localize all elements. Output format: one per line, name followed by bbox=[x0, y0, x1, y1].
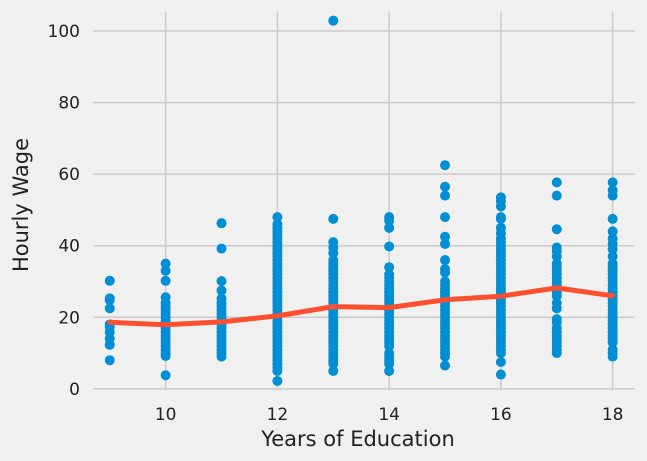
point-18-8 bbox=[607, 251, 618, 262]
point-10-20 bbox=[160, 370, 171, 381]
point-17-27 bbox=[551, 348, 562, 359]
point-17-5 bbox=[551, 251, 562, 262]
y-tick-20: 20 bbox=[58, 308, 80, 328]
point-9-9 bbox=[104, 355, 115, 366]
x-tick-labels: 10 12 14 16 18 bbox=[155, 405, 624, 425]
point-14-30 bbox=[384, 365, 395, 376]
point-15-1 bbox=[440, 181, 451, 192]
point-9-3 bbox=[104, 303, 115, 314]
point-15-0 bbox=[440, 160, 451, 171]
point-12-42 bbox=[272, 365, 283, 376]
point-15-6 bbox=[440, 255, 451, 266]
point-11-1 bbox=[216, 243, 227, 254]
point-15-31 bbox=[440, 360, 451, 371]
x-tick-18: 18 bbox=[602, 405, 624, 425]
grid bbox=[93, 12, 635, 390]
point-10-1 bbox=[160, 265, 171, 276]
y-tick-0: 0 bbox=[69, 380, 80, 400]
point-9-8 bbox=[104, 339, 115, 350]
point-15-4 bbox=[440, 231, 451, 242]
point-17-0 bbox=[551, 177, 562, 188]
y-tick-40: 40 bbox=[58, 237, 80, 257]
point-17-1 bbox=[551, 190, 562, 201]
point-17-15 bbox=[551, 290, 562, 301]
point-13-4 bbox=[328, 247, 339, 258]
x-tick-16: 16 bbox=[490, 405, 512, 425]
mean-wage-line bbox=[107, 285, 616, 328]
point-18-31 bbox=[607, 337, 618, 348]
point-14-2 bbox=[384, 222, 395, 233]
point-11-0 bbox=[216, 218, 227, 229]
point-10-0 bbox=[160, 258, 171, 269]
point-14-29 bbox=[384, 358, 395, 369]
point-15-2 bbox=[440, 190, 451, 201]
point-9-2 bbox=[104, 295, 115, 306]
point-15-3 bbox=[440, 212, 451, 223]
point-16-4 bbox=[495, 213, 506, 224]
point-16-2 bbox=[495, 201, 506, 212]
point-18-0 bbox=[607, 177, 618, 188]
point-18-34 bbox=[607, 351, 618, 362]
point-10-2 bbox=[160, 275, 171, 286]
x-tick-14: 14 bbox=[378, 405, 400, 425]
point-14-1 bbox=[384, 215, 395, 226]
point-16-41 bbox=[495, 369, 506, 380]
mean-line-group bbox=[107, 285, 616, 328]
point-14-25 bbox=[384, 340, 395, 351]
point-11-3 bbox=[216, 285, 227, 296]
point-18-7 bbox=[607, 244, 618, 255]
point-13-35 bbox=[328, 365, 339, 376]
point-16-40 bbox=[495, 357, 506, 368]
point-15-8 bbox=[440, 267, 451, 278]
point-13-0 bbox=[328, 15, 339, 26]
y-tick-100: 100 bbox=[48, 22, 80, 42]
point-17-2 bbox=[551, 224, 562, 235]
point-11-2 bbox=[216, 276, 227, 287]
point-14-4 bbox=[384, 262, 395, 273]
point-12-43 bbox=[272, 375, 283, 386]
point-18-2 bbox=[607, 190, 618, 201]
point-15-5 bbox=[440, 238, 451, 249]
point-9-0 bbox=[104, 275, 115, 286]
scatter-points bbox=[104, 15, 618, 386]
point-13-1 bbox=[328, 213, 339, 224]
y-axis-label: Hourly Wage bbox=[9, 138, 33, 272]
point-17-17 bbox=[551, 303, 562, 314]
x-tick-10: 10 bbox=[155, 405, 177, 425]
y-tick-80: 80 bbox=[58, 94, 80, 114]
point-15-30 bbox=[440, 351, 451, 362]
y-tick-60: 60 bbox=[58, 165, 80, 185]
point-13-34 bbox=[328, 358, 339, 369]
point-10-19 bbox=[160, 350, 171, 361]
point-12-0 bbox=[272, 212, 283, 223]
x-axis-label: Years of Education bbox=[260, 427, 455, 451]
point-11-20 bbox=[216, 351, 227, 362]
y-tick-labels: 0 20 40 60 80 100 bbox=[48, 22, 80, 400]
point-18-3 bbox=[607, 213, 618, 224]
x-tick-12: 12 bbox=[267, 405, 289, 425]
point-14-3 bbox=[384, 241, 395, 252]
point-16-39 bbox=[495, 348, 506, 359]
point-18-4 bbox=[607, 226, 618, 237]
